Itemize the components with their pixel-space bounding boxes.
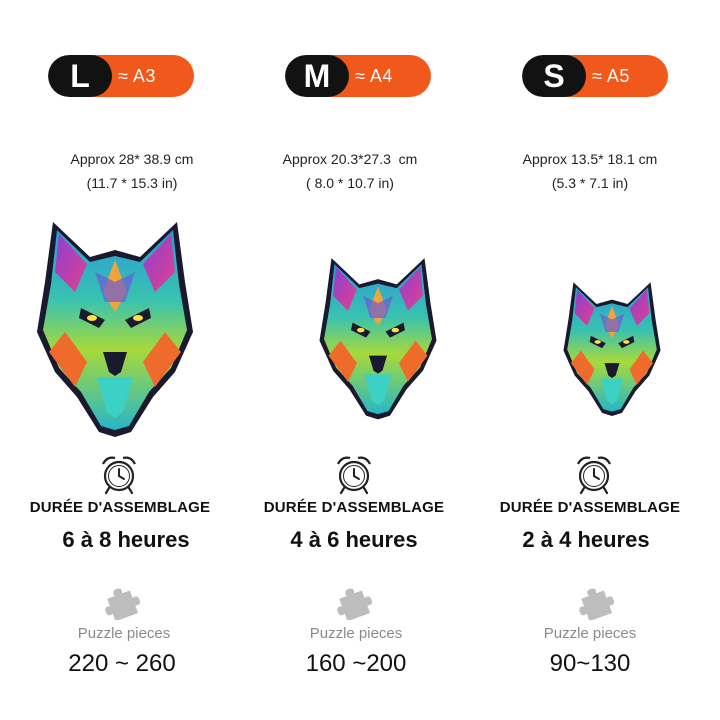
pieces-value: 220 ~ 260 <box>68 650 176 677</box>
size-letter: M <box>299 58 335 94</box>
duration-label: DURÉE D'ASSEMBLAGE <box>499 499 681 516</box>
alarm-clock-icon <box>332 452 376 496</box>
pieces-value: 160 ~200 <box>305 650 407 677</box>
puzzle-piece-icon <box>576 584 616 620</box>
puzzle-piece-icon <box>334 584 374 620</box>
wolf-illustration <box>562 276 662 416</box>
pieces-label: Puzzle pieces <box>543 625 637 642</box>
pieces-value: 90~130 <box>549 650 631 677</box>
duration-label: DURÉE D'ASSEMBLAGE <box>263 499 445 516</box>
wolf-illustration <box>318 250 438 420</box>
pieces-label: Puzzle pieces <box>77 625 171 642</box>
dimensions-cm: Approx 28* 38.9 cm <box>70 151 194 167</box>
duration-value: 6 à 8 heures <box>62 527 190 552</box>
size-badge: M ≈ A4 <box>285 55 431 97</box>
size-column-s: S ≈ A5 Approx 13.5* 18.1 cm (5.3 * 7.1 i… <box>470 0 710 720</box>
dimensions: Approx 28* 38.9 cm (11.7 * 15.3 in) <box>12 147 252 195</box>
alarm-clock-icon <box>97 452 141 496</box>
dimensions: Approx 13.5* 18.1 cm (5.3 * 7.1 in) <box>470 147 710 195</box>
size-letter: L <box>62 58 98 94</box>
size-badge: S ≈ A5 <box>522 55 668 97</box>
duration-value: 4 à 6 heures <box>290 527 418 552</box>
duration-label: DURÉE D'ASSEMBLAGE <box>29 499 211 516</box>
size-column-m: M ≈ A4 Approx 20.3*27.3 cm ( 8.0 * 10.7 … <box>230 0 470 720</box>
dimensions-in: ( 8.0 * 10.7 in) <box>306 175 394 191</box>
puzzle-piece-icon <box>102 584 142 620</box>
size-column-l: L ≈ A3 Approx 28* 38.9 cm (11.7 * 15.3 i… <box>0 0 240 720</box>
duration-value: 2 à 4 heures <box>522 527 650 552</box>
dimensions-in: (11.7 * 15.3 in) <box>86 175 178 191</box>
dimensions-cm: Approx 13.5* 18.1 cm <box>522 151 658 167</box>
size-letter: S <box>536 58 572 94</box>
pieces-label: Puzzle pieces <box>309 625 403 642</box>
size-badge: L ≈ A3 <box>48 55 194 97</box>
dimensions: Approx 20.3*27.3 cm ( 8.0 * 10.7 in) <box>230 147 470 195</box>
wolf-illustration <box>35 212 195 437</box>
dimensions-cm: Approx 20.3*27.3 cm <box>282 151 418 167</box>
dimensions-in: (5.3 * 7.1 in) <box>551 175 629 191</box>
alarm-clock-icon <box>572 452 616 496</box>
